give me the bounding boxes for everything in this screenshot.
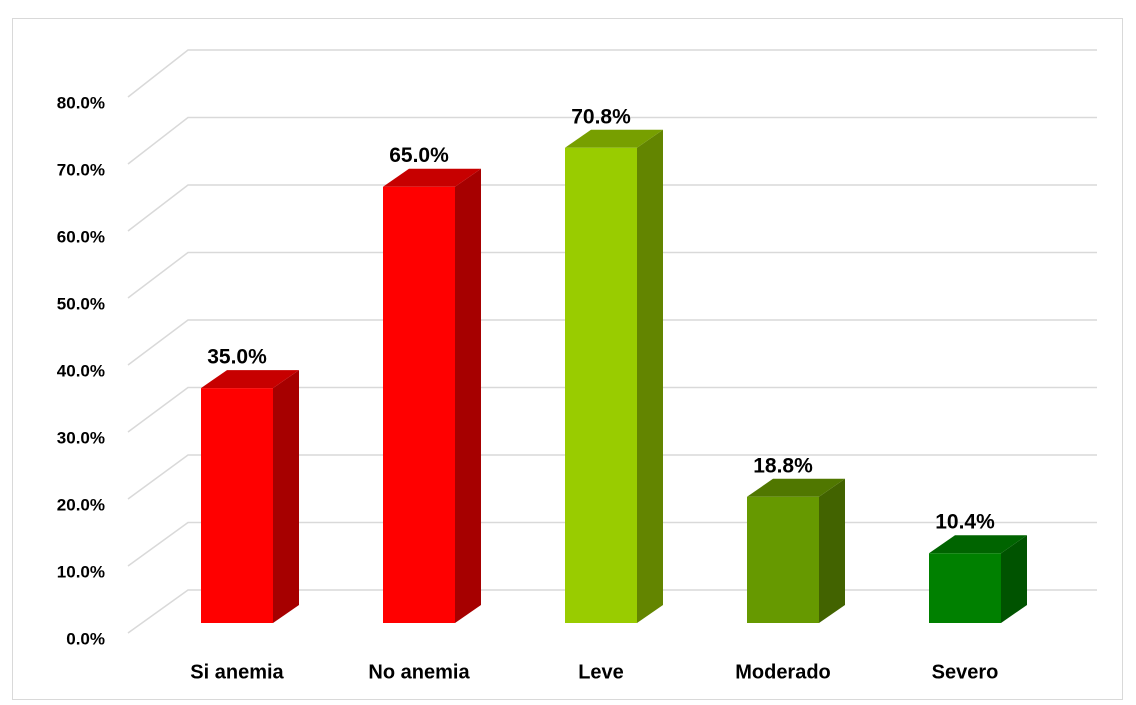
y-tick-label: 10.0%: [57, 562, 105, 581]
bar-front: [747, 496, 819, 623]
bar-side: [1001, 535, 1027, 623]
bar: [929, 535, 1027, 623]
value-label: 65.0%: [389, 144, 449, 167]
y-tick-label: 80.0%: [57, 93, 105, 112]
grid-line: [127, 49, 1097, 98]
bar: [201, 370, 299, 623]
grid-line: [127, 116, 1097, 165]
bar-top: [929, 535, 1027, 554]
y-tick-label: 30.0%: [57, 428, 105, 447]
grid-line: [127, 251, 1097, 299]
x-tick-label: Si anemia: [190, 661, 284, 683]
x-tick-label: Severo: [932, 661, 999, 683]
bar-side: [273, 370, 299, 623]
bar-front: [929, 553, 1001, 623]
grid-line: [127, 319, 1097, 366]
value-label: 10.4%: [935, 511, 995, 534]
bar-top: [383, 168, 481, 187]
bar-top: [201, 370, 299, 389]
y-tick-label: 50.0%: [57, 294, 105, 313]
bar-top: [565, 129, 663, 148]
bar: [383, 168, 481, 623]
value-label: 70.8%: [571, 105, 631, 128]
bar-side: [819, 478, 845, 623]
x-tick-label: Moderado: [735, 661, 831, 683]
y-tick-label: 60.0%: [57, 227, 105, 246]
y-tick-label: 0.0%: [66, 629, 105, 648]
value-label: 35.0%: [207, 346, 267, 369]
grid-line: [127, 454, 1097, 500]
x-tick-label: Leve: [578, 661, 624, 683]
value-label: 18.8%: [753, 454, 813, 477]
bar-front: [565, 147, 637, 623]
bar-front: [383, 186, 455, 623]
bar: [565, 129, 663, 623]
y-tick-label: 40.0%: [57, 361, 105, 380]
grid-line: [127, 386, 1097, 433]
x-tick-label: No anemia: [368, 661, 470, 683]
y-tick-label: 70.0%: [57, 160, 105, 179]
grid-line: [127, 184, 1097, 232]
y-tick-label: 20.0%: [57, 495, 105, 514]
bar-front: [201, 388, 273, 623]
bar-top: [747, 478, 845, 497]
bar-side: [455, 168, 481, 623]
bar-side: [637, 129, 663, 623]
bar: [747, 478, 845, 623]
